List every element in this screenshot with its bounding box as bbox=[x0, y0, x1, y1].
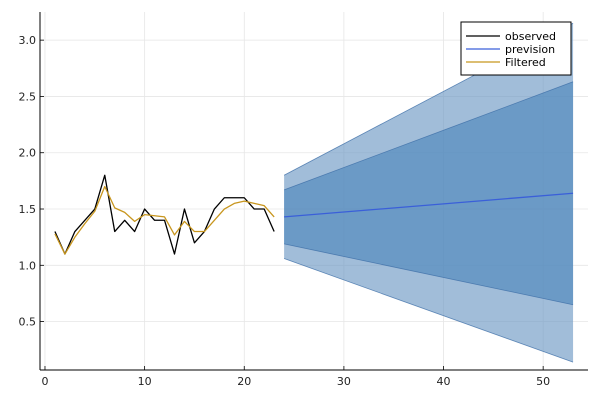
legend: observed prevision Filtered bbox=[460, 21, 572, 76]
confidence-bands bbox=[283, 22, 574, 363]
confidence-band-inner bbox=[284, 81, 574, 305]
band-lower-edge bbox=[283, 258, 574, 363]
legend-label-observed: observed bbox=[505, 30, 556, 43]
axes bbox=[39, 12, 588, 371]
legend-label-filtered: Filtered bbox=[505, 56, 546, 69]
y-tick-label: 1.0 bbox=[19, 259, 37, 272]
series-line-observed bbox=[54, 174, 275, 255]
band-upper-edge bbox=[283, 81, 574, 191]
y-tick-label: 1.5 bbox=[19, 203, 37, 216]
y-ticks: 0.5 1.0 1.5 2.0 2.5 3.0 bbox=[19, 34, 44, 329]
y-tick-label: 2.0 bbox=[19, 147, 37, 160]
y-tick-label: 0.5 bbox=[19, 316, 37, 329]
x-tick-label: 10 bbox=[138, 375, 152, 388]
x-tick-label: 50 bbox=[536, 375, 550, 388]
series-line-filtered bbox=[54, 185, 275, 255]
x-ticks: 0 10 20 30 40 50 bbox=[41, 366, 550, 388]
x-tick-label: 0 bbox=[41, 375, 48, 388]
band-lower-edge bbox=[284, 243, 574, 306]
series-line-prevision bbox=[284, 192, 574, 218]
series-lines bbox=[54, 174, 574, 255]
x-tick-label: 20 bbox=[237, 375, 251, 388]
x-tick-label: 40 bbox=[437, 375, 451, 388]
legend-label-prevision: prevision bbox=[505, 43, 555, 56]
y-tick-label: 2.5 bbox=[19, 90, 37, 103]
x-tick-label: 30 bbox=[337, 375, 351, 388]
y-tick-label: 3.0 bbox=[19, 34, 37, 47]
